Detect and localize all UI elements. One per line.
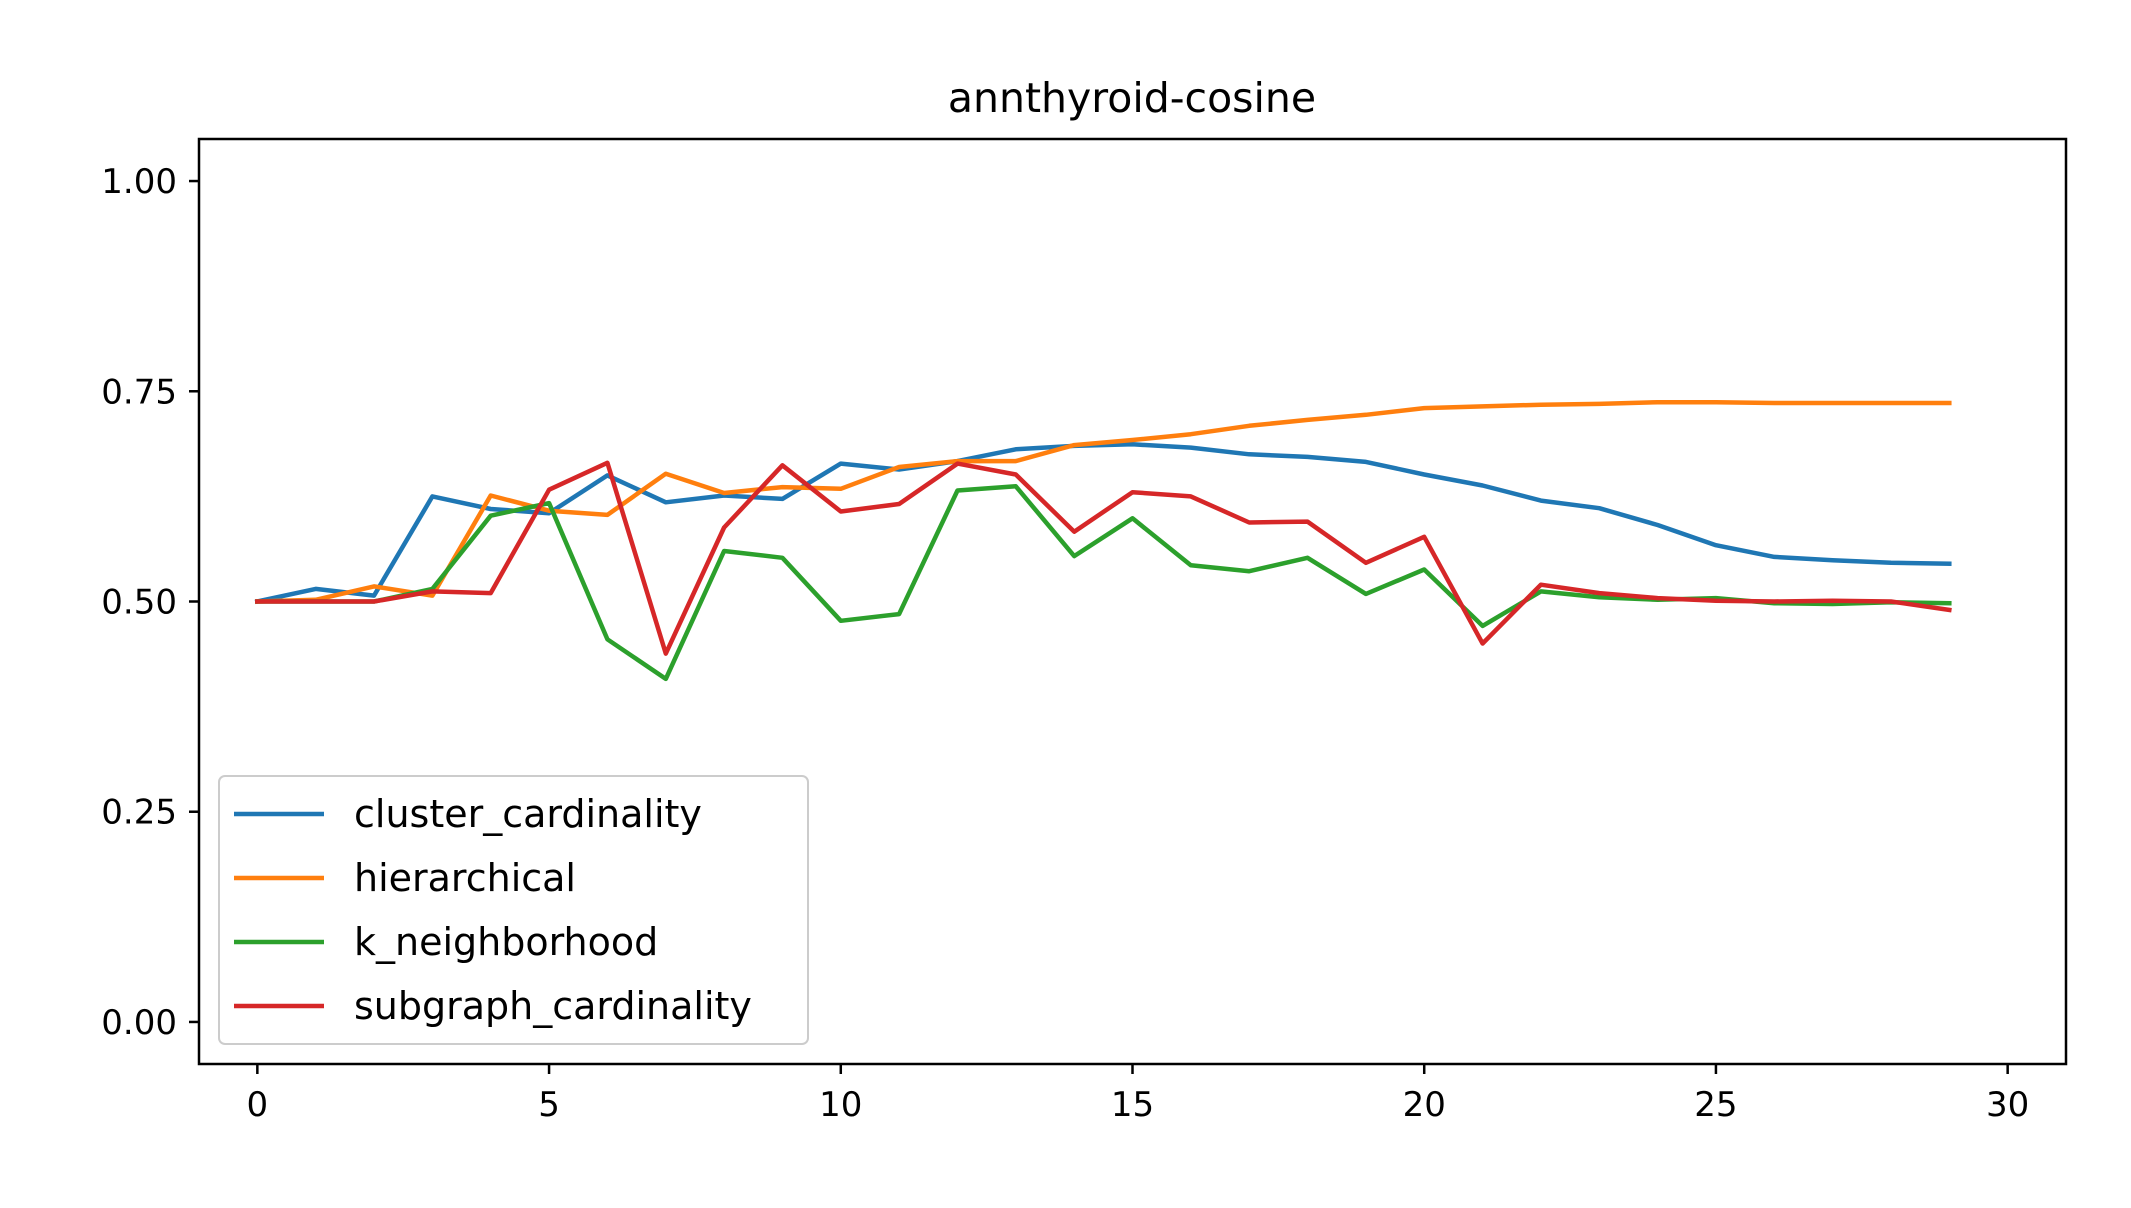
legend-label-k-neighborhood: k_neighborhood <box>354 920 658 964</box>
legend-label-hierarchical: hierarchical <box>354 856 576 900</box>
chart-title: annthyroid-cosine <box>948 74 1316 122</box>
legend: cluster_cardinality hierarchical k_neighbo… <box>219 776 808 1044</box>
legend-label-subgraph-cardinality: subgraph_cardinality <box>354 984 752 1028</box>
y-tick-label: 0.25 <box>101 793 177 833</box>
x-tick-label: 15 <box>1111 1085 1154 1125</box>
legend-label-cluster-cardinality: cluster_cardinality <box>354 792 702 836</box>
y-tick-label: 1.00 <box>101 162 177 202</box>
y-tick-label: 0.00 <box>101 1003 177 1043</box>
x-tick-label: 0 <box>247 1085 269 1125</box>
y-tick-label: 0.50 <box>101 583 177 623</box>
x-tick-label: 30 <box>1986 1085 2029 1125</box>
x-tick-label: 5 <box>538 1085 560 1125</box>
x-tick-label: 25 <box>1694 1085 1737 1125</box>
x-tick-label: 10 <box>819 1085 862 1125</box>
x-tick-label: 20 <box>1403 1085 1446 1125</box>
y-tick-label: 0.75 <box>101 372 177 412</box>
